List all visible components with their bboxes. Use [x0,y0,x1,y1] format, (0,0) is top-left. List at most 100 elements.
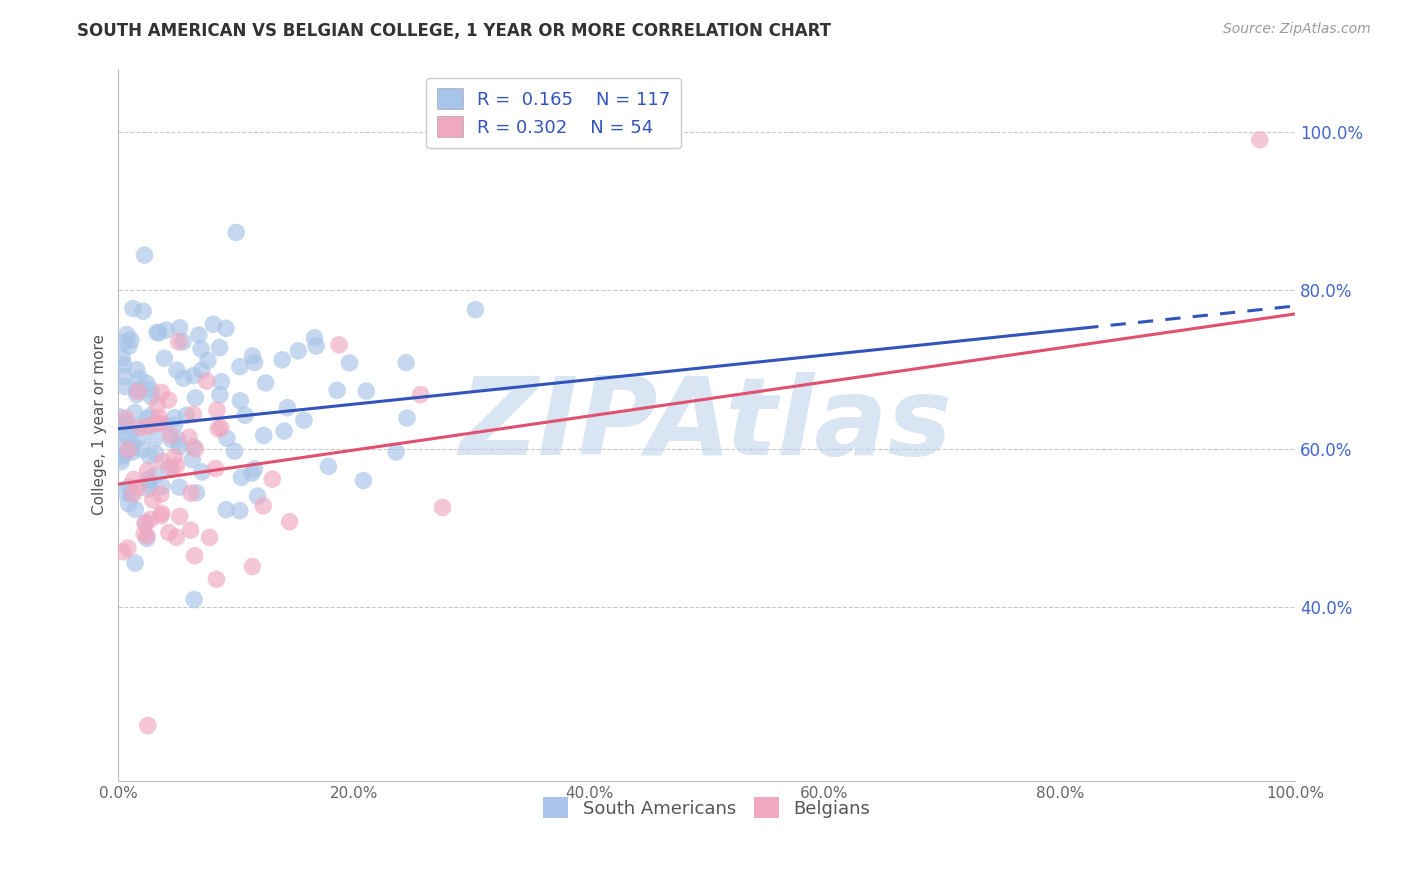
Point [114,415,136,429]
Point [186,485,208,500]
Point [240,466,263,480]
Point [153,351,176,366]
Point [318,459,340,474]
Point [207,422,229,436]
Point [134,248,156,262]
Point [117,430,139,444]
Point [254,376,277,390]
Point [149,416,172,430]
Point [135,412,157,426]
Point [163,450,186,464]
Point [149,487,172,501]
Point [177,430,200,444]
Point [243,462,266,476]
Point [135,532,157,546]
Point [208,388,231,402]
Point [110,430,132,444]
Point [165,530,187,544]
Text: ZIPAtlas: ZIPAtlas [460,372,953,478]
Point [304,331,326,345]
Point [243,355,266,369]
Point [112,544,135,558]
Point [190,342,212,356]
Point [114,411,136,425]
Point [150,385,173,400]
Point [146,399,169,413]
Point [141,390,163,404]
Point [183,592,205,607]
Point [124,556,146,570]
Point [128,372,150,386]
Point [166,363,188,377]
Point [121,437,143,451]
Point [1249,133,1271,147]
Text: Source: ZipAtlas.com: Source: ZipAtlas.com [1223,22,1371,37]
Point [153,418,176,433]
Point [305,339,328,353]
Point [169,480,191,494]
Point [191,465,214,479]
Point [115,445,138,459]
Point [464,302,486,317]
Point [167,433,190,447]
Point [163,410,186,425]
Point [139,383,162,397]
Point [191,363,214,377]
Point [121,445,143,459]
Point [120,487,142,501]
Point [148,326,170,340]
Point [146,326,169,340]
Point [292,413,315,427]
Point [136,419,159,434]
Point [246,489,269,503]
Point [149,508,172,523]
Point [432,500,454,515]
Point [139,409,162,423]
Point [167,334,190,349]
Point [271,352,294,367]
Point [131,442,153,457]
Point [328,338,350,352]
Point [115,327,138,342]
Point [229,504,252,518]
Point [145,447,167,461]
Point [145,417,167,431]
Point [276,401,298,415]
Point [112,369,135,384]
Point [160,461,183,475]
Point [134,516,156,531]
Point [215,502,238,516]
Point [187,328,209,343]
Point [135,376,157,391]
Point [339,356,361,370]
Point [278,515,301,529]
Point [352,474,374,488]
Point [205,572,228,586]
Point [138,476,160,491]
Point [127,481,149,495]
Point [253,428,276,442]
Point [273,424,295,438]
Point [142,492,165,507]
Point [198,531,221,545]
Point [129,421,152,435]
Point [180,523,202,537]
Point [108,448,131,462]
Point [184,391,207,405]
Point [209,421,232,435]
Point [229,359,252,374]
Point [180,486,202,500]
Point [143,432,166,446]
Point [117,497,139,511]
Point [159,428,181,442]
Point [195,374,218,388]
Point [122,301,145,316]
Point [122,420,145,434]
Point [118,480,141,494]
Point [152,454,174,468]
Point [114,485,136,500]
Point [225,226,247,240]
Point [136,464,159,478]
Point [252,499,274,513]
Point [117,541,139,555]
